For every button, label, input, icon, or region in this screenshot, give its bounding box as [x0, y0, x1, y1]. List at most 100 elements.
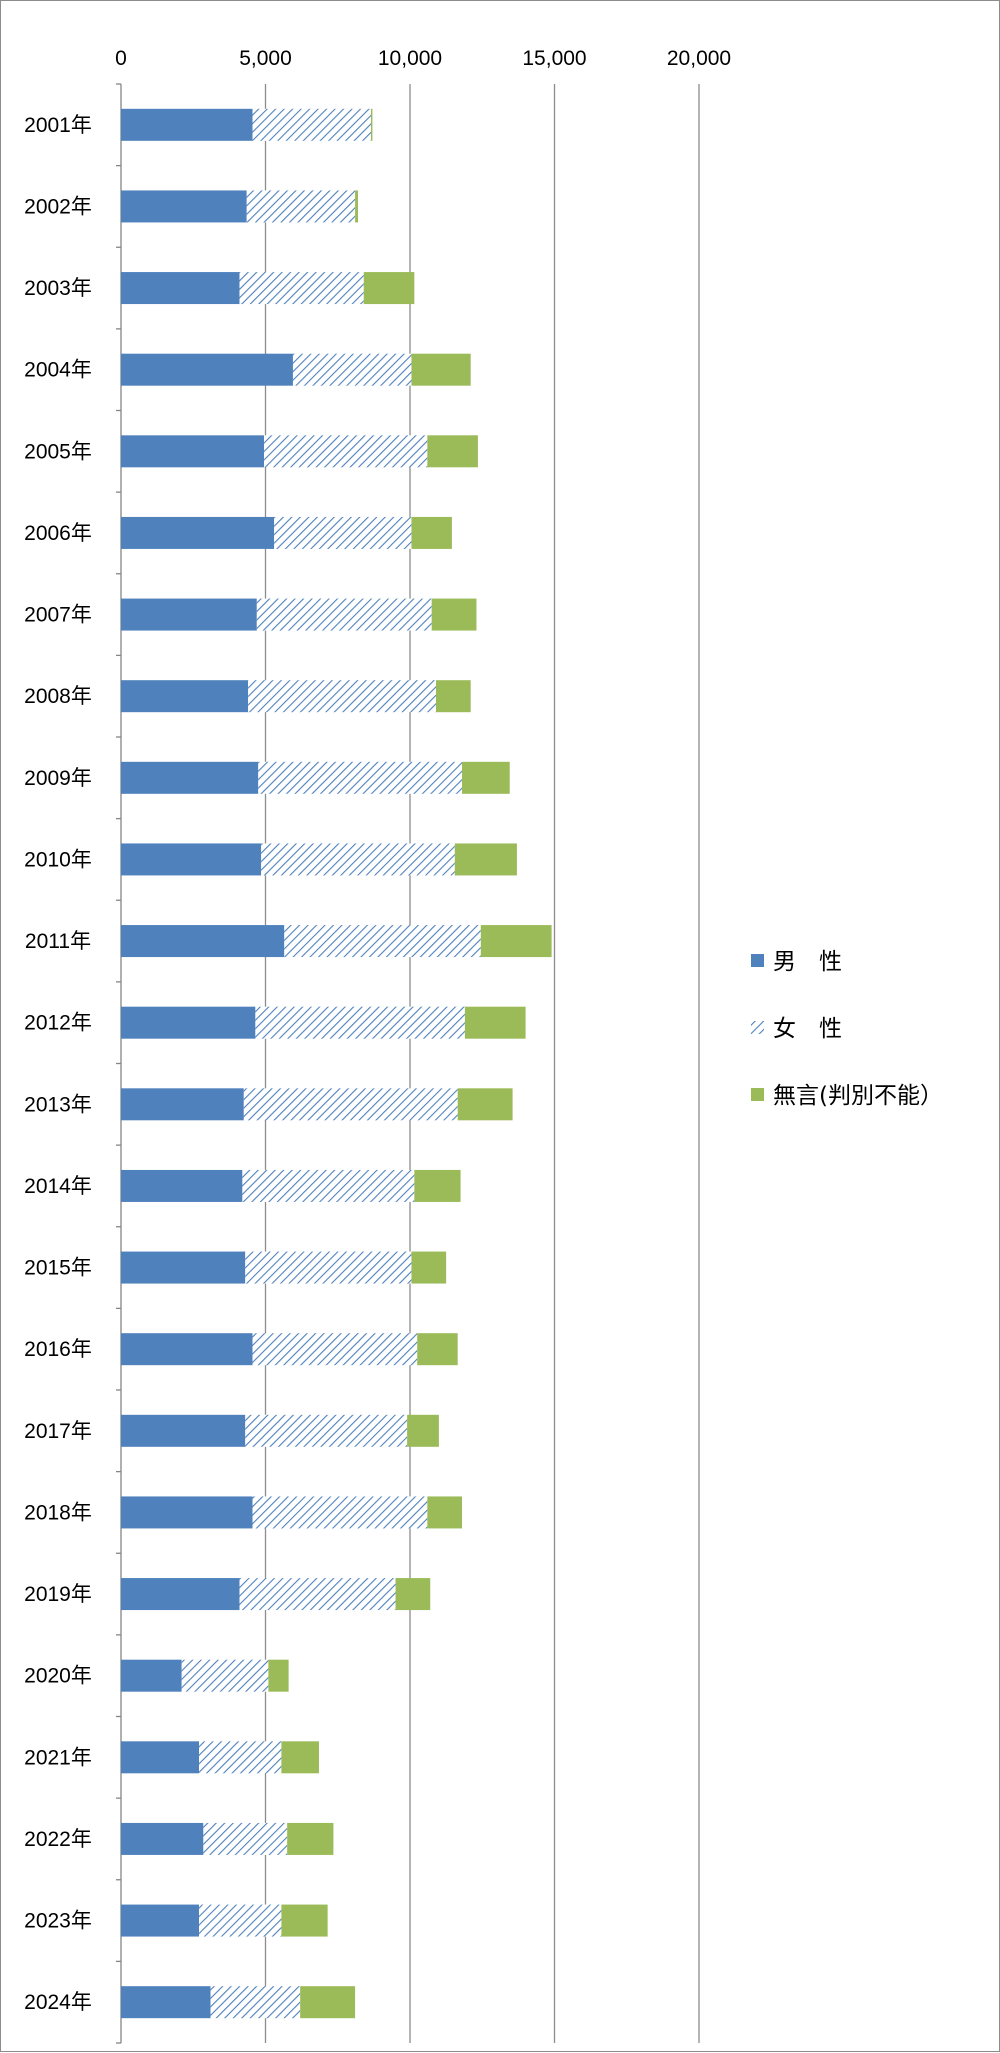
bar-segment-series-1: [264, 435, 428, 468]
category-label: 2023年: [24, 1910, 92, 1933]
bar-segment-series-2: [300, 1986, 356, 2019]
bar-segment-series-2: [355, 190, 358, 223]
bar-segment-series-0: [121, 435, 265, 468]
bar-segment-series-2: [427, 435, 478, 468]
bar-segment-series-0: [121, 925, 285, 958]
bar-segment-series-1: [181, 1659, 269, 1692]
category-label: 2012年: [24, 1012, 92, 1035]
bar-segment-series-1: [292, 353, 412, 386]
bar-segment-series-2: [411, 516, 452, 549]
bar-segment-series-0: [121, 272, 240, 305]
category-label: 2019年: [24, 1583, 92, 1606]
bar-segment-series-1: [252, 1333, 418, 1366]
bar-segment-series-1: [258, 761, 463, 794]
bar-segment-series-2: [417, 1333, 458, 1366]
bar-segment-series-0: [121, 598, 257, 631]
bar-segment-series-1: [248, 680, 437, 713]
bar-segment-series-1: [245, 1414, 408, 1447]
bar-segment-series-2: [281, 1904, 328, 1937]
bars-layer: [121, 108, 552, 2019]
x-tick-label: 5,000: [239, 47, 292, 70]
bar-segment-series-0: [121, 1006, 256, 1039]
bar-segment-series-0: [121, 761, 259, 794]
bar-segment-series-2: [407, 1414, 439, 1447]
bar-segment-series-0: [121, 1904, 200, 1937]
bar-segment-series-0: [121, 353, 293, 386]
bar-segment-series-2: [363, 272, 415, 305]
bar-segment-series-1: [252, 1496, 428, 1529]
bar-segment-series-0: [121, 1986, 211, 2019]
bar-segment-series-1: [284, 925, 481, 958]
category-label: 2020年: [24, 1665, 92, 1688]
bar-segment-series-1: [252, 108, 371, 141]
category-label: 2001年: [24, 114, 92, 137]
category-label: 2008年: [24, 685, 92, 708]
bar-segment-series-2: [411, 1251, 447, 1284]
bar-segment-series-1: [246, 190, 356, 223]
bar-segment-series-1: [243, 1088, 458, 1121]
category-label: 2014年: [24, 1175, 92, 1198]
bar-segment-series-0: [121, 108, 253, 141]
x-tick-label: 0: [115, 47, 127, 70]
x-axis-ticks: 0 5,000 10,000 15,000 20,000: [115, 47, 731, 70]
category-label: 2021年: [24, 1746, 92, 1769]
y-axis-categories: 2001年 2002年 2003年 2004年 2005年 2006年 2007年 2008年…: [24, 114, 92, 2014]
bar-segment-series-1: [256, 598, 432, 631]
bar-segment-series-1: [274, 516, 412, 549]
bar-segment-series-0: [121, 1333, 253, 1366]
category-label: 2011年: [25, 930, 91, 953]
category-label: 2022年: [24, 1828, 92, 1851]
bar-segment-series-1: [255, 1006, 465, 1039]
bar-segment-series-2: [457, 1088, 513, 1121]
category-label: 2004年: [24, 359, 92, 382]
legend-swatch: [751, 1088, 764, 1101]
category-label: 2002年: [24, 195, 92, 218]
bar-segment-series-2: [436, 680, 471, 713]
bar-segment-series-2: [395, 1578, 431, 1611]
bar-segment-series-0: [121, 843, 262, 876]
bar-segment-series-1: [261, 843, 455, 876]
category-label: 2010年: [24, 848, 92, 871]
bar-segment-series-2: [281, 1741, 319, 1774]
legend: 男 性女 性無言(判別不能）: [751, 949, 943, 1109]
bar-segment-series-0: [121, 516, 275, 549]
category-label: 2017年: [24, 1420, 92, 1443]
category-label: 2024年: [24, 1991, 92, 2014]
x-tick-label: 10,000: [378, 47, 442, 70]
bar-segment-series-2: [370, 108, 373, 141]
category-label: 2003年: [24, 277, 92, 300]
bar-segment-series-2: [454, 843, 517, 876]
legend-label: 男 性: [773, 949, 842, 975]
bar-segment-series-0: [121, 1496, 253, 1529]
bar-segment-series-0: [121, 1414, 246, 1447]
bar-segment-series-2: [411, 353, 471, 386]
bar-segment-series-2: [427, 1496, 463, 1529]
x-tick-label: 15,000: [522, 47, 586, 70]
bar-segment-series-2: [431, 598, 477, 631]
bar-segment-series-2: [480, 925, 552, 958]
category-label: 2006年: [24, 522, 92, 545]
bar-segment-series-0: [121, 680, 249, 713]
legend-label: 無言(判別不能）: [773, 1083, 943, 1109]
bar-segment-series-2: [414, 1169, 461, 1202]
bar-segment-series-0: [121, 1169, 243, 1202]
legend-swatch: [751, 954, 764, 967]
category-label: 2015年: [24, 1257, 92, 1280]
bar-segment-series-2: [464, 1006, 526, 1039]
category-label: 2009年: [24, 767, 92, 790]
legend-label: 女 性: [773, 1016, 842, 1042]
category-label: 2013年: [24, 1093, 92, 1116]
bar-segment-series-0: [121, 1088, 244, 1121]
bar-segment-series-0: [121, 1251, 246, 1284]
bar-segment-series-1: [203, 1822, 288, 1855]
category-label: 2005年: [24, 440, 92, 463]
bar-segment-series-0: [121, 1659, 182, 1692]
legend-swatch: [751, 1021, 764, 1034]
bar-segment-series-2: [268, 1659, 289, 1692]
bar-segment-series-0: [121, 1741, 200, 1774]
category-label: 2016年: [24, 1338, 92, 1361]
bar-segment-series-1: [210, 1986, 301, 2019]
bar-segment-series-2: [462, 761, 510, 794]
bar-segment-series-1: [245, 1251, 412, 1284]
